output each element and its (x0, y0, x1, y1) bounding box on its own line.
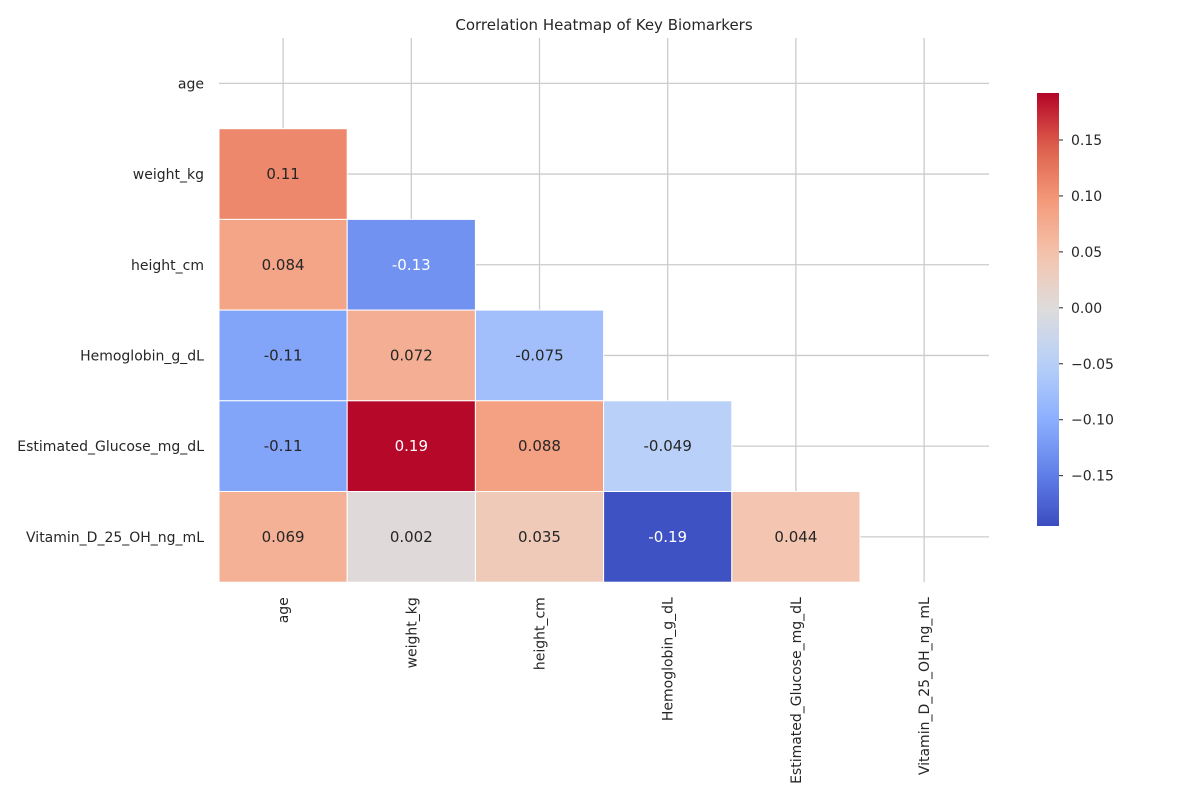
cell-value-label: -0.19 (648, 528, 687, 546)
column-tick-label: Estimated_Glucose_mg_dL (789, 597, 805, 784)
colorbar-tick-label: −0.05 (1071, 357, 1114, 373)
cell-value-label: 0.088 (518, 437, 561, 455)
row-tick-labels: age weight_kg height_cm Hemoglobin_g_dL Esti… (17, 76, 204, 545)
heatmap-cells: 0.11 0.084 -0.13 -0.11 0.072 -0.075 -0.11 0.19 0… (218, 128, 861, 583)
row-tick-label: Hemoglobin_g_dL (80, 348, 204, 364)
row-tick-label: Vitamin_D_25_OH_ng_mL (26, 530, 204, 546)
colorbar-gradient (1037, 93, 1059, 526)
colorbar-tick-label: −0.10 (1071, 413, 1114, 429)
cell-value-label: 0.072 (390, 346, 433, 364)
heatmap-cell (218, 309, 348, 402)
colorbar-tick-label: 0.00 (1071, 301, 1102, 317)
colorbar-tick-label: −0.15 (1071, 469, 1114, 485)
cell-value-label: -0.11 (264, 437, 303, 455)
colorbar-tick-label: 0.10 (1071, 189, 1102, 205)
heatmap-cell (346, 218, 476, 311)
heatmap-cell (731, 491, 861, 583)
heatmap-cell (218, 400, 348, 492)
cell-value-label: 0.044 (774, 528, 817, 546)
cell-value-label: -0.13 (392, 256, 431, 274)
heatmap-cell (474, 400, 605, 492)
cell-value-label: 0.002 (390, 528, 433, 546)
heatmap-cell (603, 491, 733, 583)
row-tick-label: Estimated_Glucose_mg_dL (17, 439, 204, 455)
column-tick-label: Vitamin_D_25_OH_ng_mL (917, 597, 933, 775)
row-tick-label: age (178, 76, 204, 92)
cell-value-label: -0.11 (264, 346, 303, 364)
cell-value-label: -0.049 (644, 437, 692, 455)
column-tick-label: height_cm (533, 597, 549, 670)
column-tick-label: Hemoglobin_g_dL (661, 597, 677, 721)
heatmap-cell (474, 309, 605, 402)
heatmap-cell (346, 491, 476, 583)
cell-value-label: 0.11 (266, 165, 299, 183)
chart-title: Correlation Heatmap of Key Biomarkers (455, 16, 752, 34)
cell-value-label: 0.084 (262, 256, 305, 274)
cell-value-label: -0.075 (515, 346, 563, 364)
cell-value-label: 0.069 (262, 528, 305, 546)
colorbar-tick-label: 0.05 (1071, 245, 1102, 261)
heatmap-cell (218, 491, 348, 583)
row-tick-label: weight_kg (133, 167, 204, 183)
cell-value-label: 0.19 (395, 437, 428, 455)
heatmap-cell (346, 400, 476, 492)
heatmap-cell (218, 218, 348, 311)
colorbar: 0.15 0.10 0.05 0.00 −0.05 −0.10 −0.15 (1037, 93, 1114, 526)
column-tick-labels: age weight_kg height_cm Hemoglobin_g_dL Esti… (276, 597, 933, 784)
heatmap-cell (346, 309, 476, 402)
column-tick-label: weight_kg (404, 597, 420, 668)
heatmap-cell (218, 128, 348, 220)
column-tick-label: age (276, 597, 292, 623)
row-tick-label: height_cm (131, 258, 204, 274)
cell-value-label: 0.035 (518, 528, 561, 546)
colorbar-tick-label: 0.15 (1071, 133, 1102, 149)
